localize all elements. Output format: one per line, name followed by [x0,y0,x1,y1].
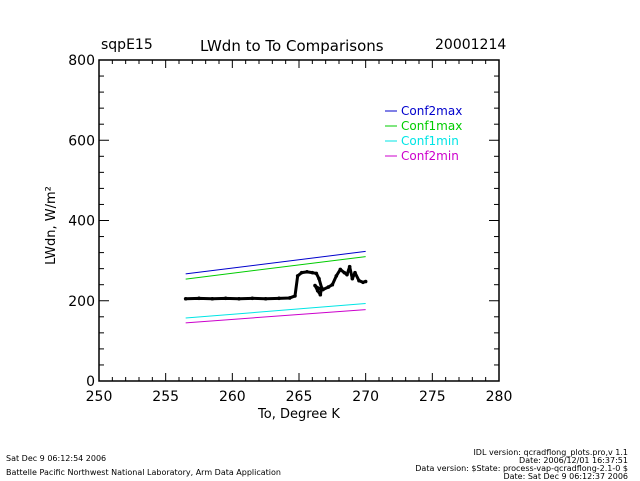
legend-label-conf1min: Conf1min [401,134,459,148]
observed-point [210,296,215,301]
observed-point [334,274,339,278]
observed-point [350,276,355,281]
x-tick-label: 265 [286,389,313,405]
observed-point [357,278,361,283]
plot-frame [98,59,500,382]
x-axis-label: To, Degree K [257,407,340,422]
footer-idl-version: IDL version: qcradflong_plots.pro,v 1.1 [473,448,628,457]
series-line-conf1min [185,303,366,319]
observed-point [347,264,352,269]
y-tick-label: 200 [68,294,95,310]
observed-point [345,272,349,277]
observed-point [263,296,268,301]
observed-point [295,274,300,278]
observed-line [185,265,367,301]
observed-point [310,270,315,275]
legend-label-conf2max: Conf2max [401,104,462,118]
series-layer [185,250,366,324]
observed-point [250,296,255,301]
observed-point [315,288,320,293]
footer-data-version: Data version: $State: process-vap-qcradf… [415,464,628,473]
footer-run-date: Date: Sat Dec 9 06:12:37 2006 [503,472,628,481]
observed-point [326,285,331,289]
site-label: sqpE15 [101,37,153,53]
legend-label-conf1max: Conf1max [401,119,462,133]
observed-point [330,282,335,287]
x-tick-label: 275 [419,389,446,405]
observed-point [237,296,241,301]
observed-point [315,286,320,290]
observed-point [305,270,309,274]
observed-point [338,267,343,272]
observed-point [363,279,368,284]
observed-point [353,270,357,275]
observed-point [313,283,317,288]
observed-point [299,270,304,275]
footer-org: Battelle Pacific Northwest National Labo… [6,468,281,477]
date-label: 20001214 [435,37,507,53]
observed-point [197,296,201,301]
observed-point [314,271,319,276]
footer-timestamp: Sat Dec 9 06:12:54 2006 [6,454,107,463]
x-tick-label: 250 [86,389,113,405]
observed-point [223,296,228,301]
series-line-conf2min [185,309,366,324]
footer-idl-date: Date: 2006/12/01 16:37:51 [519,456,628,465]
y-tick-label: 600 [68,133,95,149]
y-tick-label: 800 [68,53,95,69]
observed-layer [183,264,368,301]
observed-point [293,294,297,298]
observed-point [342,270,347,275]
series-line-conf2max [185,250,366,275]
y-axis-label: LWdn, W/m² [44,186,59,265]
y-tick-label: 400 [68,214,95,230]
observed-point [287,296,292,300]
observed-point [321,287,325,292]
x-tick-label: 255 [152,389,179,405]
chart-title: LWdn to To Comparisons [200,37,384,55]
tick-labels: 250 255 260 265 270 275 280 0 200 400 600 800 [68,53,512,405]
x-tick-label: 280 [486,389,513,405]
x-tick-label: 260 [219,389,246,405]
observed-point [318,292,323,297]
legend-label-conf2min: Conf2min [401,149,459,163]
observed-point [277,296,281,301]
y-tick-label: 0 [86,374,95,390]
observed-point [317,276,321,281]
x-tick-label: 270 [352,389,379,405]
series-line-conf1max [185,256,366,280]
observed-point [183,296,188,301]
